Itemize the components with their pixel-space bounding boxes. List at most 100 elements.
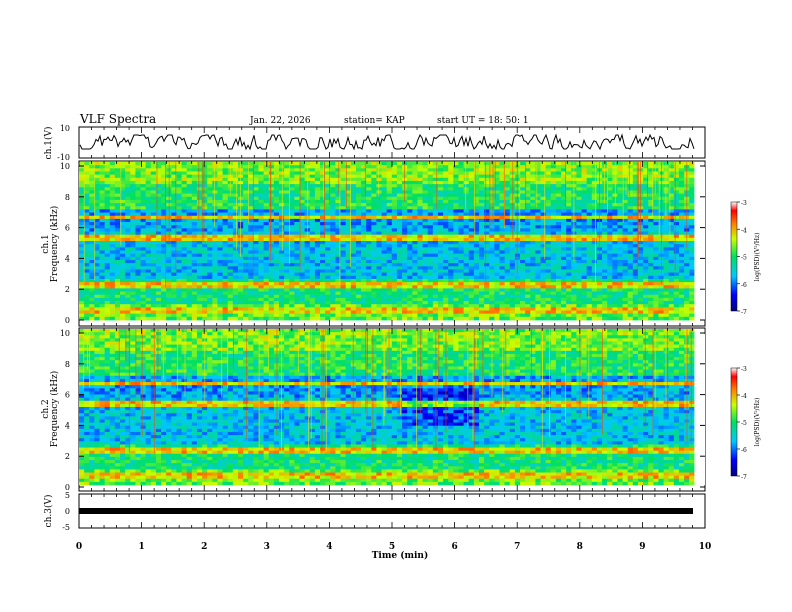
spectrogram-cell [340,275,347,280]
spectrogram-cell [473,212,480,217]
spectrogram-cell [330,282,336,286]
spectrogram-cell [617,269,623,273]
spectrogram-cell [176,234,182,239]
spectrogram-cell [366,174,372,179]
spectrogram-cell [653,168,659,172]
spectrogram-cell [391,234,398,239]
spectrogram-cell [386,190,393,194]
spectrogram-cell [396,288,403,292]
spectrogram-cell [407,269,413,273]
spectrogram-cell [309,263,316,267]
spectrogram-cell [355,259,362,264]
spectrogram-cell [525,228,531,232]
spectrogram-cell [196,253,203,258]
spectrogram-cell [330,222,336,226]
spectrogram-cell [576,237,582,242]
spectrogram-cell [632,237,639,242]
spectrogram-cell [468,269,475,273]
spectrogram-cell [443,171,449,176]
spectrogram-cell [576,222,582,226]
spectrogram-cell [463,234,470,239]
spectrogram-cell [386,241,393,245]
spectrogram-cell [289,253,295,258]
spectrogram-cell [212,256,218,261]
spectrogram-cell [314,222,321,226]
spectrogram-cell [330,250,336,255]
spectrogram-cell [504,244,511,248]
spectrogram-cell [540,266,547,270]
spectrogram-cell [576,162,582,166]
spectrogram-cell [371,212,377,217]
spectrogram-cell [525,285,531,289]
spectrogram-cell [596,278,603,283]
spectrogram-cell [258,174,265,179]
spectrogram-cell [217,171,223,176]
spectrogram-cell [391,177,398,182]
spectrogram-cell [284,218,290,223]
spectrogram-cell [432,272,439,277]
spectrogram-cell [678,212,685,217]
spectrogram-cell [130,218,136,223]
spectrogram-cell [366,165,372,169]
spectrogram-cell [396,162,403,166]
spectrogram-cell [258,266,265,270]
spectrogram-cell [443,253,449,258]
spectrogram-cell [268,253,275,258]
spectrogram-cell [268,187,275,191]
spectrogram-cell [396,228,403,232]
spectrogram-cell [140,165,147,169]
spectrogram-cell [294,209,300,213]
spectrogram-cell [520,199,526,204]
spectrogram-cell [530,162,536,166]
spectrogram-cell [243,244,249,248]
spectrogram-cell [417,180,423,185]
spectrogram-cell [227,269,234,273]
spectrogram-cell [678,222,685,226]
spectrogram-cell [484,244,490,248]
spectrogram-cell [253,184,259,188]
spectrogram-cell [273,206,280,210]
spectrogram-cell [125,171,131,176]
spectrogram-cell [525,241,531,245]
spectrogram-cell [432,282,439,286]
spectrogram-cell [207,190,213,194]
spectrogram-cell [525,247,531,251]
spectrogram-cell [504,218,511,223]
spectrogram-cell [555,203,562,207]
spectrogram-cell [355,218,362,223]
spectrogram-cell [79,263,85,267]
spectrogram-cell [207,199,213,204]
spectrogram-cell [196,244,203,248]
spectrogram-cell [412,250,418,255]
spectrogram-cell [258,162,265,166]
spectrogram-cell [191,225,198,229]
spectrogram-cell [268,256,275,261]
spectrogram-cell [653,266,659,270]
spectrogram-cell [443,218,449,223]
spectrogram-cell [232,171,239,176]
spectrogram-cell [253,228,259,232]
spectrogram-cell [550,215,557,220]
spectrogram-cell [361,180,367,185]
spectrogram-cell [448,275,454,280]
spectrogram-cell [109,237,116,242]
spectrogram-cell [371,266,377,270]
spectrogram-cell [355,203,362,207]
spectrogram-cell [678,241,685,245]
spectrogram-cell [407,237,413,242]
spectrogram-cell [89,171,95,176]
spectrogram-cell [355,244,362,248]
spectrogram-cell [561,263,567,267]
spectrogram-cell [607,237,613,242]
spectrogram-cell [540,184,547,188]
spectrogram-cell [278,247,285,251]
spectrogram-cell [437,250,444,255]
spectrogram-cell [196,171,203,176]
spectrogram-cell [207,193,213,198]
spectrogram-cell [499,266,506,270]
spectrogram-cell [489,263,495,267]
spectrogram-cell [212,291,218,296]
spectrogram-cell [243,266,249,270]
spectrogram-cell [171,253,177,258]
spectrogram-cell [386,225,393,229]
